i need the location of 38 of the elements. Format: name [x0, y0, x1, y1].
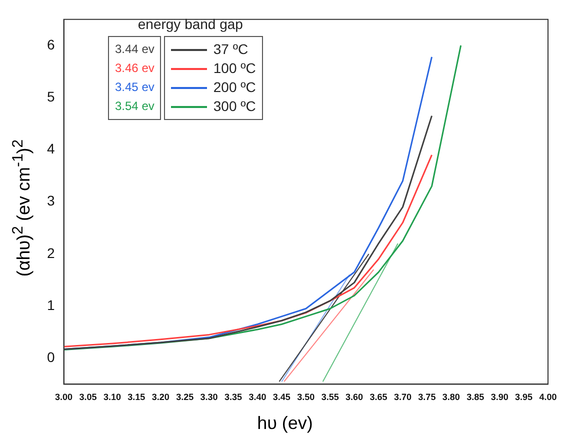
x-tick-label: 3.45 [272, 392, 290, 402]
y-tick-label: 3 [46, 192, 55, 209]
x-tick-label: 3.60 [346, 392, 364, 402]
legend-label: 37 ºC [213, 40, 248, 59]
y-tick-label: 1 [46, 296, 55, 313]
x-tick-label: 3.00 [55, 392, 73, 402]
legend-label: 300 ºC [213, 97, 256, 116]
x-tick-label: 3.25 [176, 392, 194, 402]
x-tick-label: 3.75 [418, 392, 436, 402]
x-tick-label: 3.05 [79, 392, 97, 402]
x-tick-label: 3.50 [297, 392, 315, 402]
x-tick-label: 3.65 [370, 392, 388, 402]
y-tick-label: 0 [46, 349, 55, 365]
y-tick-label: 5 [46, 88, 55, 104]
x-axis-title: hυ (ev) [256, 413, 314, 434]
legend-label: 200 ºC [213, 78, 256, 97]
legend-label: 100 ºC [213, 59, 256, 78]
x-tick-label: 4.00 [539, 392, 557, 402]
y-tick-label: 6 [46, 36, 55, 52]
annotation: 3.54 ev [115, 98, 154, 115]
annotation: 3.44 ev [115, 41, 154, 58]
y-tick-label: 4 [46, 140, 55, 157]
x-tick-label: 3.30 [200, 392, 218, 402]
y-tick-label: 2 [46, 244, 55, 261]
x-tick-label: 3.20 [152, 392, 170, 402]
x-tick-label: 3.90 [490, 392, 508, 402]
x-tick-label: 3.85 [466, 392, 484, 402]
annotation: 3.45 ev [115, 79, 154, 96]
x-tick-label: 3.10 [103, 392, 121, 402]
x-tick-label: 3.40 [248, 392, 266, 402]
x-tick-label: 3.80 [442, 392, 460, 402]
x-tick-label: 3.70 [394, 392, 412, 402]
x-tick-label: 3.55 [321, 392, 339, 402]
annotation: 3.46 ev [115, 60, 154, 77]
x-tick-label: 3.35 [224, 392, 242, 402]
x-tick-label: 3.15 [128, 392, 146, 402]
x-tick-label: 3.95 [515, 392, 533, 402]
legend-title: energy band gap [136, 16, 244, 32]
